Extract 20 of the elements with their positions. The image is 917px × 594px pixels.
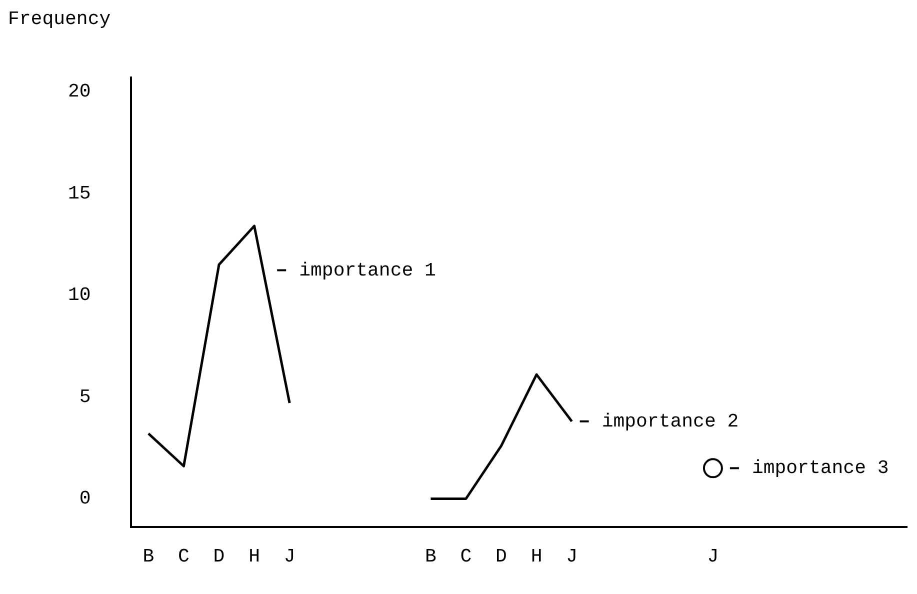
legend-label: importance 1	[299, 259, 436, 282]
x-tick-label: H	[248, 546, 260, 568]
y-tick-label: 5	[79, 386, 91, 408]
y-tick-label: 15	[68, 182, 91, 204]
y-tick-label: 10	[68, 284, 91, 306]
x-tick-label: D	[496, 546, 507, 568]
x-tick-label: J	[707, 546, 719, 568]
x-tick-label: H	[530, 546, 542, 568]
x-tick-label: C	[178, 546, 190, 568]
x-tick-label: J	[566, 546, 578, 568]
legend-label: importance 2	[602, 410, 739, 432]
x-tick-label: D	[213, 546, 225, 568]
x-tick-label: J	[284, 546, 296, 568]
y-tick-label: 20	[68, 80, 91, 103]
legend-label: importance 3	[752, 457, 889, 480]
x-tick-label: B	[142, 546, 154, 568]
y-axis-title: Frequency	[8, 8, 111, 30]
x-tick-label: B	[424, 546, 436, 568]
y-tick-label: 0	[79, 488, 91, 510]
x-tick-label: C	[460, 546, 472, 568]
